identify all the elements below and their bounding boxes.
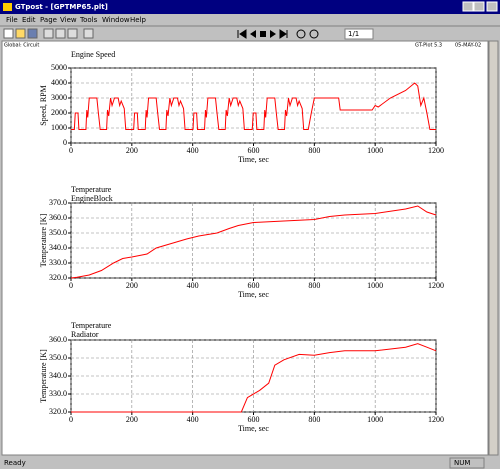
header-left: Global: Circuit — [4, 43, 39, 49]
first-page-button[interactable] — [237, 29, 247, 39]
data-line — [71, 82, 436, 130]
window-buttons[interactable] — [462, 1, 498, 12]
y-tick-label: 2000 — [51, 108, 67, 117]
page-number: 1/1 — [348, 30, 359, 38]
app-icon — [3, 3, 12, 11]
x-axis-label: Time, sec — [238, 290, 269, 299]
maximize-button[interactable] — [473, 1, 485, 12]
chart-subtitle: Radiator — [71, 330, 99, 339]
x-tick-label: 400 — [187, 146, 199, 155]
open-button[interactable] — [15, 28, 26, 39]
y-axis-label: Speed, RPM — [39, 85, 48, 125]
next-page-button[interactable] — [270, 30, 276, 38]
cut-button[interactable] — [43, 28, 54, 39]
y-tick-label: 360.0 — [49, 335, 67, 344]
x-tick-label: 800 — [308, 415, 320, 424]
menu-item[interactable]: Window — [102, 16, 130, 24]
menu-item[interactable]: Tools — [79, 16, 98, 24]
y-axis-label: Temperature [K] — [39, 349, 48, 403]
x-tick-label: 0 — [69, 281, 73, 290]
menu-item[interactable]: Edit — [22, 16, 36, 24]
print-button[interactable] — [83, 28, 94, 39]
x-tick-label: 600 — [248, 146, 260, 155]
x-tick-label: 400 — [187, 415, 199, 424]
x-tick-label: 1000 — [367, 415, 383, 424]
chart-title: Temperature — [71, 321, 112, 330]
chart-title: Engine Speed — [71, 50, 115, 59]
x-tick-label: 400 — [187, 281, 199, 290]
x-tick-label: 1000 — [367, 281, 383, 290]
x-tick-label: 200 — [126, 415, 138, 424]
y-tick-label: 320.0 — [49, 407, 67, 416]
y-axis-label: Temperature [K] — [39, 213, 48, 267]
x-axis-label: Time, sec — [238, 424, 269, 433]
stop-button[interactable] — [260, 31, 266, 37]
menu-item[interactable]: Help — [130, 16, 147, 24]
minimize-button[interactable] — [462, 1, 474, 12]
status-panel — [449, 457, 485, 469]
menu-bar: File Edit Page View Tools Window Help — [6, 16, 147, 24]
x-tick-label: 200 — [126, 281, 138, 290]
y-tick-label: 5000 — [51, 63, 67, 72]
y-tick-label: 0 — [63, 138, 67, 147]
y-tick-label: 3000 — [51, 93, 67, 102]
x-tick-label: 800 — [308, 146, 320, 155]
plot-area — [1, 40, 489, 456]
x-tick-label: 800 — [308, 281, 320, 290]
x-tick-label: 1200 — [428, 415, 444, 424]
x-tick-label: 600 — [248, 281, 260, 290]
new-button[interactable] — [3, 28, 14, 39]
status-bar — [0, 457, 500, 469]
y-tick-label: 330.0 — [49, 389, 67, 398]
data-line — [70, 205, 437, 279]
chart-subtitle: EngineBlock — [71, 194, 113, 203]
scrollbar[interactable] — [488, 40, 499, 456]
y-tick-label: 1000 — [51, 123, 67, 132]
y-tick-label: 340.0 — [49, 371, 67, 380]
y-tick-label: 330.0 — [49, 258, 67, 267]
y-tick-label: 320.0 — [49, 273, 67, 282]
prev-page-button[interactable] — [250, 30, 256, 38]
x-tick-label: 1200 — [428, 281, 444, 290]
x-tick-label: 1000 — [367, 146, 383, 155]
x-tick-label: 600 — [248, 415, 260, 424]
window-title: GTpost - [GPTMP65.plt] — [15, 3, 108, 11]
y-tick-label: 340.0 — [49, 243, 67, 252]
y-tick-label: 350.0 — [49, 353, 67, 362]
menu-item[interactable]: Page — [40, 16, 57, 24]
header-date: 05-MAY-02 — [455, 43, 481, 49]
status-num: NUM — [454, 459, 470, 467]
last-page-button[interactable] — [279, 29, 288, 39]
x-tick-label: 0 — [69, 146, 73, 155]
page-field[interactable] — [344, 28, 374, 40]
zoom-out-button[interactable] — [309, 29, 319, 39]
y-tick-label: 4000 — [51, 78, 67, 87]
zoom-in-button[interactable] — [296, 29, 306, 39]
header-right: GT-Plot 5.3 — [415, 43, 442, 49]
paste-button[interactable] — [67, 28, 78, 39]
close-button[interactable] — [486, 1, 498, 12]
y-tick-label: 370.0 — [49, 198, 67, 207]
copy-button[interactable] — [55, 28, 66, 39]
toolbar: 1/1 — [3, 28, 374, 40]
menu-item[interactable]: File — [6, 16, 18, 24]
title-bar — [0, 0, 500, 14]
chart-title: Temperature — [71, 185, 112, 194]
menu-item[interactable]: View — [60, 16, 77, 24]
data-line — [71, 343, 437, 413]
x-tick-label: 200 — [126, 146, 138, 155]
status-text: Ready — [4, 459, 26, 467]
x-tick-label: 0 — [69, 415, 73, 424]
x-axis-label: Time, sec — [238, 155, 269, 164]
y-tick-label: 350.0 — [49, 228, 67, 237]
x-tick-label: 1200 — [428, 146, 444, 155]
y-tick-label: 360.0 — [49, 213, 67, 222]
save-button[interactable] — [27, 28, 38, 39]
